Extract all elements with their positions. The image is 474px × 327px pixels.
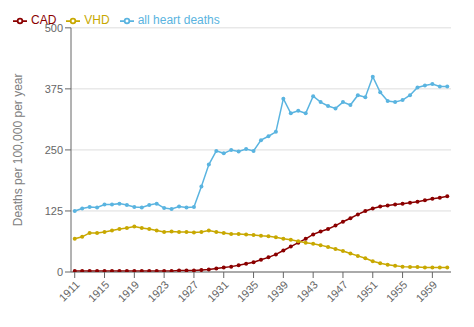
svg-text:1951: 1951 xyxy=(354,278,380,304)
html-text:VHD: VHD xyxy=(84,13,110,27)
html-text:CAD: CAD xyxy=(31,13,57,27)
svg-text:1923: 1923 xyxy=(145,278,171,304)
svg-text:250: 250 xyxy=(45,144,63,156)
svg-text:1939: 1939 xyxy=(264,278,290,304)
svg-text:1927: 1927 xyxy=(175,278,201,304)
svg-text:500: 500 xyxy=(45,22,63,34)
svg-text:1943: 1943 xyxy=(294,278,320,304)
svg-text:125: 125 xyxy=(45,205,63,217)
svg-text:1935: 1935 xyxy=(235,278,261,304)
svg-text:375: 375 xyxy=(45,83,63,95)
svg-text:1955: 1955 xyxy=(384,278,410,304)
svg-text:1919: 1919 xyxy=(115,278,141,304)
svg-text:0: 0 xyxy=(57,266,63,278)
svg-text:1915: 1915 xyxy=(86,278,112,304)
html-text:all heart deaths: all heart deaths xyxy=(137,13,220,27)
svg-text:1959: 1959 xyxy=(414,278,440,304)
svg-text:1911: 1911 xyxy=(56,278,81,303)
svg-text:1931: 1931 xyxy=(205,278,231,304)
svg-text:Deaths per 100,000 per year: Deaths per 100,000 per year xyxy=(11,74,25,227)
svg-text:1947: 1947 xyxy=(324,278,350,304)
